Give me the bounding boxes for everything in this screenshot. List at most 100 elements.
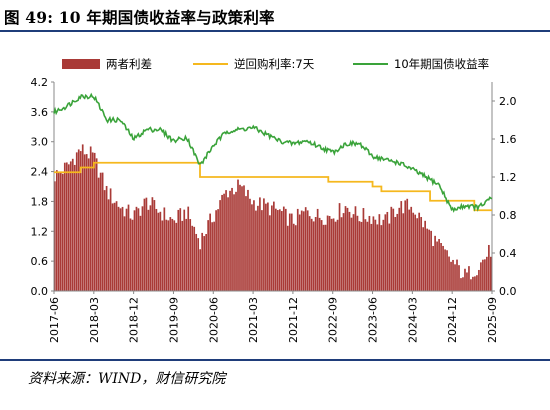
spread-bar <box>191 225 194 291</box>
spread-bar <box>384 214 387 291</box>
spread-bar <box>257 205 259 291</box>
spread-bar <box>101 172 104 291</box>
spread-bar <box>364 219 367 291</box>
spread-bar <box>187 206 190 291</box>
x-tick-label: 2025-09 <box>486 297 499 343</box>
spread-bar <box>245 196 247 291</box>
x-tick-label: 2021-03 <box>247 297 260 343</box>
spread-bar <box>69 161 72 291</box>
spread-bar <box>486 256 488 291</box>
spread-bar <box>267 202 269 291</box>
left-tick-label: 1.8 <box>31 195 49 208</box>
spread-bar <box>209 213 211 291</box>
spread-bar <box>61 173 64 291</box>
spread-bar <box>121 206 124 291</box>
source-rule <box>0 359 550 361</box>
spread-bar <box>286 225 289 291</box>
spread-bar <box>103 190 106 291</box>
spread-bar <box>129 218 132 291</box>
spread-bar <box>211 222 213 291</box>
spread-bar <box>85 154 88 291</box>
spread-bar <box>470 279 472 291</box>
spread-bar <box>432 246 434 291</box>
spread-bar <box>294 225 297 291</box>
spread-bar <box>251 204 253 291</box>
spread-bar <box>410 206 413 291</box>
spread-bars <box>54 144 492 291</box>
spread-bar <box>282 206 285 291</box>
spread-bar <box>107 199 110 291</box>
spread-bar <box>125 208 128 291</box>
spread-bar <box>217 209 219 291</box>
spread-bar <box>340 217 343 291</box>
spread-bar <box>57 171 60 291</box>
spread-bar <box>370 223 373 291</box>
spread-bar <box>446 250 448 291</box>
spread-bar <box>131 219 134 291</box>
spread-bar <box>243 185 245 291</box>
spread-bar <box>65 162 68 291</box>
spread-bar <box>388 223 391 291</box>
spread-bar <box>412 212 415 291</box>
spread-bar <box>63 162 66 291</box>
spread-bar <box>408 209 411 291</box>
spread-bar <box>181 220 184 291</box>
spread-bar <box>394 216 397 291</box>
spread-bar <box>474 276 476 291</box>
left-tick-label: 4.2 <box>31 76 49 89</box>
spread-bar <box>300 210 303 291</box>
spread-bar <box>284 208 287 291</box>
spread-bar <box>328 216 331 291</box>
spread-bar <box>350 217 353 291</box>
spread-bar <box>229 190 231 291</box>
spread-bar <box>219 200 221 291</box>
spread-bar <box>452 259 454 291</box>
spread-bar <box>109 188 112 291</box>
spread-bar <box>490 256 492 291</box>
spread-bar <box>255 210 257 291</box>
spread-bar <box>75 152 78 291</box>
legend-label-yield: 10年期国债收益率 <box>394 57 489 71</box>
legend-label-repo: 逆回购利率:7天 <box>234 57 315 71</box>
axes: 0.0 0.6 1.2 1.8 2.4 3.0 3.6 4.2 0.0 0.4 0.8 1.2 1.6 2… <box>31 76 517 343</box>
x-tick-label: 2024-12 <box>446 297 459 343</box>
spread-bar <box>358 221 361 291</box>
spread-bar <box>153 200 156 291</box>
spread-bar <box>488 244 490 291</box>
spread-bar <box>420 217 423 291</box>
spread-bar <box>372 216 375 291</box>
spread-bar <box>143 198 146 291</box>
spread-bar <box>426 228 428 291</box>
spread-bar <box>472 276 474 291</box>
x-tick-label: 2018-12 <box>128 297 141 343</box>
spread-bar <box>127 204 130 291</box>
spread-bar <box>173 220 176 291</box>
x-tick-label: 2018-03 <box>88 297 101 343</box>
spread-bar <box>81 144 84 291</box>
spread-bar <box>308 216 311 291</box>
spread-bar <box>111 203 114 291</box>
legend-label-spread: 两者利差 <box>106 57 152 71</box>
spread-bar <box>113 202 116 291</box>
spread-bar <box>135 206 138 291</box>
spread-bar <box>390 206 393 291</box>
spread-bar <box>263 198 265 291</box>
spread-bar <box>466 272 468 291</box>
spread-bar <box>338 203 341 291</box>
spread-bar <box>205 234 207 291</box>
spread-bar <box>91 152 94 291</box>
spread-bar <box>428 229 430 291</box>
spread-bar <box>97 177 100 291</box>
spread-bar <box>167 220 170 291</box>
x-tick-label: 2019-09 <box>167 297 180 343</box>
spread-bar <box>448 256 450 291</box>
spread-bar <box>59 172 62 291</box>
spread-bar <box>476 275 478 291</box>
spread-bar <box>201 232 204 291</box>
spread-bar <box>382 219 385 291</box>
spread-bar <box>199 249 202 291</box>
spread-bar <box>185 218 188 291</box>
spread-bar <box>336 219 339 291</box>
spread-bar <box>237 179 239 291</box>
spread-bar <box>326 215 329 291</box>
